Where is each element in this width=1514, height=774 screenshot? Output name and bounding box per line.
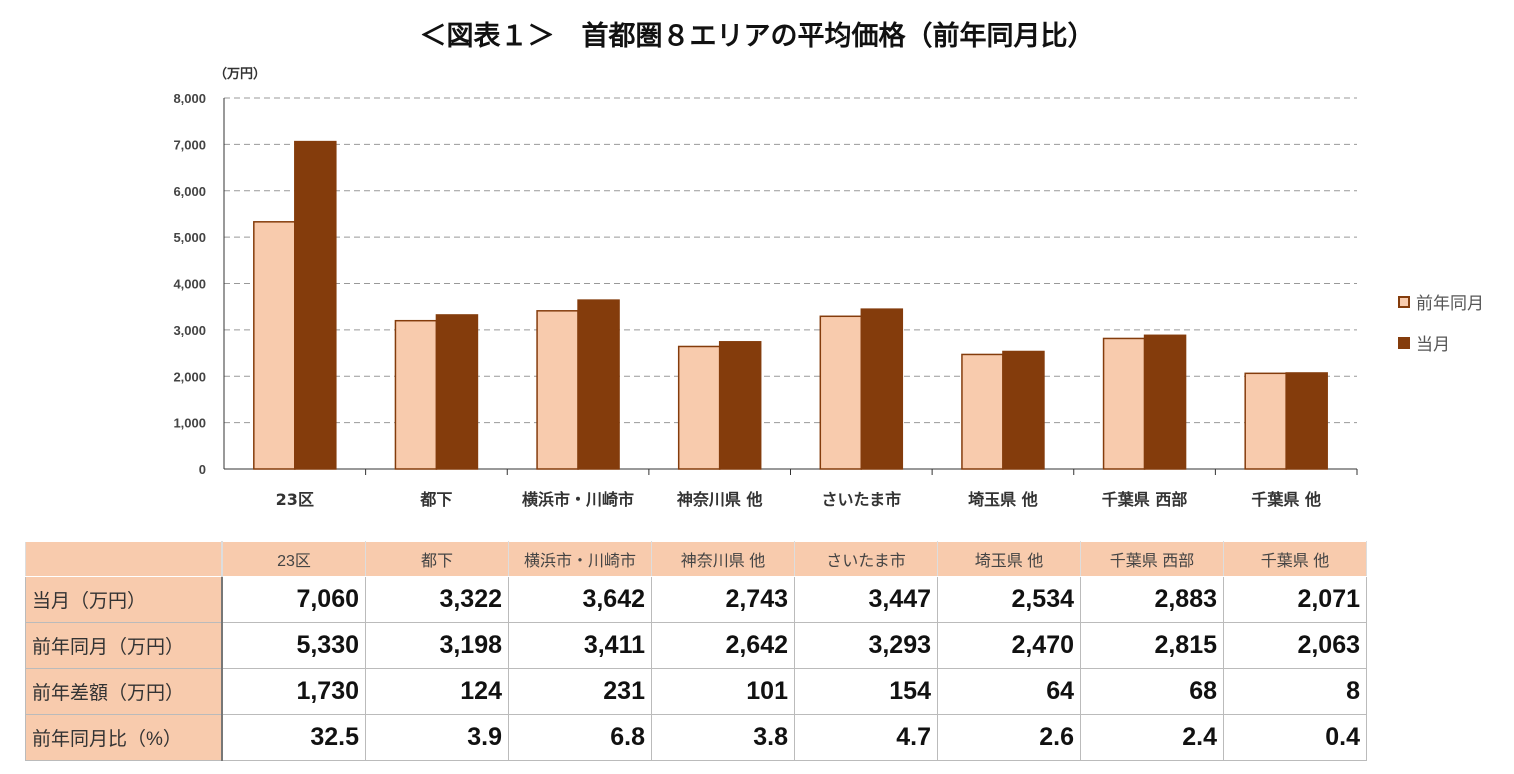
table-row: 前年同月比（%） 32.5 3.9 6.8 3.8 4.7 2.6 2.4 0.4 — [25, 714, 1367, 761]
table-row: 前年同月（万円） 5,330 3,198 3,411 2,642 3,293 2,470 2,… — [25, 622, 1367, 669]
x-tick-label: 23区 — [276, 490, 314, 509]
table-cell: 2.6 — [937, 714, 1081, 761]
y-tick-label: 5,000 — [173, 230, 206, 245]
table-cell: 2,071 — [1223, 576, 1367, 623]
bar-current — [1285, 372, 1328, 470]
x-tick-label: さいたま市 — [822, 490, 902, 509]
table-cell: 0.4 — [1223, 714, 1367, 761]
column-header: 神奈川県 他 — [651, 541, 795, 577]
table-cell: 3,198 — [365, 622, 509, 669]
x-tick-label: 千葉県 他 — [1251, 490, 1321, 509]
bar-current — [1143, 334, 1187, 470]
table-cell: 2,743 — [651, 576, 795, 623]
column-header: 千葉県 他 — [1223, 541, 1367, 577]
legend-swatch — [1398, 336, 1410, 349]
corner-cell — [25, 541, 223, 577]
bar-previous-year — [677, 345, 721, 470]
table-cell: 2,470 — [937, 622, 1081, 669]
y-tick-label: 1,000 — [173, 416, 206, 431]
table-cell: 5,330 — [221, 622, 366, 669]
x-tick-label: 都下 — [419, 490, 452, 509]
table-cell: 32.5 — [221, 714, 366, 761]
table-cell: 8 — [1223, 668, 1367, 715]
table-cell: 2,642 — [651, 622, 795, 669]
x-tick-label: 横浜市・川崎市 — [522, 490, 634, 509]
table-cell: 2.4 — [1080, 714, 1224, 761]
table-cell: 101 — [651, 668, 795, 715]
bar-previous-year — [1244, 372, 1287, 470]
column-header: 都下 — [365, 541, 509, 577]
bar-current — [860, 308, 904, 470]
table-cell: 3,322 — [365, 576, 509, 623]
y-tick-label: 8,000 — [173, 91, 206, 106]
bar-previous-year — [961, 353, 1004, 470]
x-tick-label: 千葉県 西部 — [1102, 490, 1188, 509]
table-cell: 3,293 — [794, 622, 938, 669]
bar-previous-year — [1102, 337, 1146, 470]
bar-previous-year — [253, 221, 296, 470]
table-row: 当月（万円） 7,060 3,322 3,642 2,743 3,447 2,534 2,88… — [25, 576, 1367, 623]
bar-previous-year — [819, 315, 863, 470]
y-tick-label: 6,000 — [173, 184, 206, 199]
table-cell: 3,411 — [508, 622, 652, 669]
legend-item-current: 当月 — [1398, 330, 1450, 355]
table-cell: 3,642 — [508, 576, 652, 623]
table-cell: 154 — [794, 668, 938, 715]
data-table: 23区 都下 横浜市・川崎市 神奈川県 他さいたま市 埼玉県 他千葉県 西部 千葉県 他当… — [25, 541, 1367, 761]
bar-current — [1002, 350, 1045, 470]
table-row: 前年差額（万円） 1,730 124 231 101 154 64 68 8 — [25, 668, 1367, 715]
column-header: 横浜市・川崎市 — [508, 541, 652, 577]
table-cell: 6.8 — [508, 714, 652, 761]
table-cell: 124 — [365, 668, 509, 715]
row-label: 前年同月（万円） — [25, 622, 223, 669]
x-tick-label: 神奈川県 他 — [677, 490, 763, 509]
legend-swatch — [1398, 295, 1410, 308]
column-header: 埼玉県 他 — [937, 541, 1081, 577]
y-tick-label: 7,000 — [173, 137, 206, 152]
row-label: 当月（万円） — [25, 576, 223, 623]
bar-chart: 0 1,000 2,000 3,000 4,000 5,000 6,000 7,000 8,00… — [173, 66, 1358, 509]
table-cell: 3,447 — [794, 576, 938, 623]
y-tick-label: 2,000 — [173, 369, 206, 384]
table-cell: 1,730 — [221, 668, 366, 715]
table-cell: 3.9 — [365, 714, 509, 761]
bar-current — [435, 314, 479, 470]
legend-item-prev: 前年同月 — [1398, 289, 1484, 314]
table-cell: 2,063 — [1223, 622, 1367, 669]
row-label: 前年同月比（%） — [25, 714, 223, 761]
y-tick-label: 4,000 — [173, 277, 206, 292]
y-tick-label: 0 — [199, 462, 206, 477]
column-header: 千葉県 西部 — [1080, 541, 1224, 577]
bar-current — [577, 299, 620, 470]
x-tick-label: 埼玉県 他 — [968, 490, 1038, 509]
table-cell: 64 — [937, 668, 1081, 715]
table-cell: 2,815 — [1080, 622, 1224, 669]
table-cell: 4.7 — [794, 714, 938, 761]
bar-current — [294, 140, 337, 470]
bar-previous-year — [394, 319, 438, 470]
legend-label: 当月 — [1416, 335, 1450, 355]
y-tick-label: 3,000 — [173, 323, 206, 338]
bar-previous-year — [536, 310, 579, 470]
table-cell: 68 — [1080, 668, 1224, 715]
table-header-row: 23区 都下 横浜市・川崎市 神奈川県 他さいたま市 埼玉県 他千葉県 西部 千葉県 他 — [25, 541, 1367, 577]
chart-title: ＜図表１＞ 首都圏８エリアの平均価格（前年同月比） — [419, 21, 1095, 52]
bar-current — [718, 341, 762, 470]
table-cell: 2,534 — [937, 576, 1081, 623]
column-header: さいたま市 — [794, 541, 938, 577]
table-cell: 7,060 — [221, 576, 366, 623]
table-cell: 231 — [508, 668, 652, 715]
column-header: 23区 — [221, 541, 366, 577]
table-cell: 2,883 — [1080, 576, 1224, 623]
table-cell: 3.8 — [651, 714, 795, 761]
y-axis-unit: （万円） — [214, 66, 266, 82]
legend-label: 前年同月 — [1416, 294, 1484, 314]
row-label: 前年差額（万円） — [25, 668, 223, 715]
